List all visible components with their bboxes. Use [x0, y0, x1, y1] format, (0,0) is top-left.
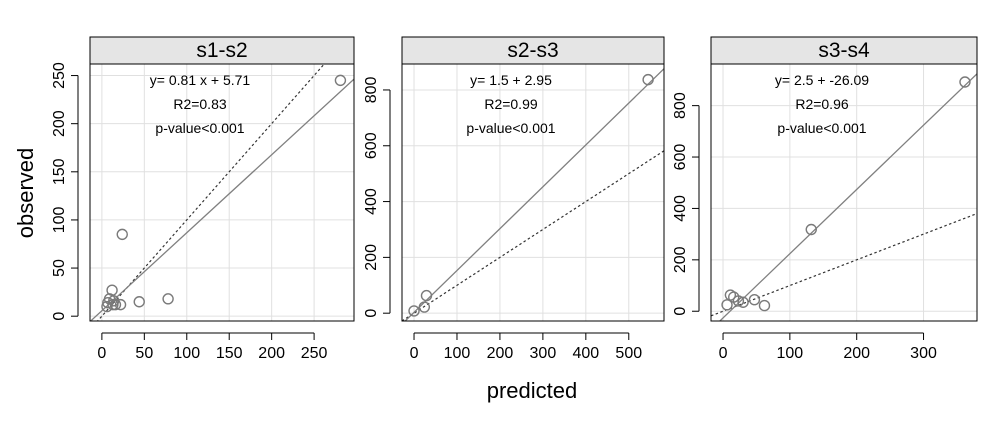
x-tick-label: 0 [97, 345, 106, 362]
fit-line [90, 78, 354, 321]
x-tick-label: 200 [258, 345, 285, 362]
panels-group: s1-s2 y= 0.81 x + 5.71 R2=0.83 p-value<0.00… [51, 36, 978, 362]
y-axis: 0 200 400 600 800 [672, 92, 700, 316]
data-point [420, 289, 433, 302]
y-tick-label: 800 [363, 77, 380, 104]
identity-line [96, 64, 326, 321]
x-tick-label: 150 [216, 345, 243, 362]
plot-frame [710, 63, 978, 322]
data-point [805, 223, 817, 236]
data-point [748, 293, 761, 306]
panel-2: s2-s3 y= 1.5 + 2.95 R2=0.99 p-value<0.001 0 1… [363, 36, 665, 362]
x-tick-label: 0 [719, 345, 728, 362]
x-tick-label: 100 [173, 345, 200, 362]
data-point [758, 299, 771, 312]
reference-lines [711, 73, 977, 321]
y-tick-label: 400 [672, 195, 689, 222]
data-point [114, 298, 127, 311]
x-tick-label: 400 [572, 345, 599, 362]
annotation-text: y= 1.5 + 2.95 [470, 72, 552, 88]
fit-line [718, 73, 977, 321]
y-axis-label: observed [13, 148, 38, 239]
fit-line [404, 68, 664, 321]
y-tick-label: 400 [363, 188, 380, 215]
grid-lines [711, 64, 977, 321]
y-tick-label: 600 [672, 144, 689, 171]
x-tick-label: 300 [910, 345, 937, 362]
panel-title-strip [401, 36, 665, 65]
annotation-text: p-value<0.001 [155, 120, 244, 136]
reference-lines [402, 68, 664, 321]
data-point [116, 228, 128, 241]
annotation-text: p-value<0.001 [466, 120, 555, 136]
y-tick-label: 50 [51, 259, 68, 277]
annotation-text: R2=0.83 [173, 96, 227, 112]
x-tick-label: 300 [530, 345, 557, 362]
data-points [408, 73, 654, 317]
annotation-text: R2=0.96 [795, 96, 849, 112]
data-point [162, 293, 174, 305]
x-tick-label: 200 [843, 345, 870, 362]
plot-frame [89, 63, 355, 322]
x-tick-label: 0 [410, 345, 419, 362]
x-tick-label: 50 [135, 345, 153, 362]
data-point [133, 296, 145, 308]
reference-lines [90, 64, 354, 321]
x-tick-label: 500 [615, 345, 642, 362]
data-point [408, 305, 420, 317]
y-tick-label: 250 [51, 62, 68, 89]
y-tick-label: 150 [51, 158, 68, 185]
y-tick-label: 200 [363, 244, 380, 271]
x-tick-label: 250 [301, 345, 328, 362]
data-point [642, 73, 654, 86]
x-axis: 0 100 200 300 [719, 332, 937, 362]
plot-frame [401, 63, 665, 322]
annotation-text: R2=0.99 [484, 96, 538, 112]
y-tick-label: 600 [363, 132, 380, 159]
panel-3: s3-s4 y= 2.5 + -26.09 R2=0.96 p-value<0.001… [672, 36, 978, 362]
x-axis: 0 100 200 300 400 500 [410, 332, 642, 362]
annotation-text: p-value<0.001 [777, 120, 866, 136]
data-points [101, 74, 347, 313]
y-tick-label: 200 [51, 110, 68, 137]
annotation-text: y= 0.81 x + 5.71 [150, 72, 251, 88]
panel-title-strip [89, 36, 355, 65]
data-points [721, 76, 971, 312]
y-tick-label: 0 [51, 312, 68, 321]
x-tick-label: 100 [777, 345, 804, 362]
data-point [737, 296, 749, 308]
y-tick-label: 100 [51, 206, 68, 233]
data-point [959, 76, 971, 88]
data-point [418, 301, 431, 313]
x-axis: 0 50 100 150 200 250 [97, 332, 328, 362]
panel-title: s1-s2 [196, 39, 247, 62]
panel-title: s3-s4 [818, 39, 870, 62]
y-axis: 0 50 100 150 200 250 [51, 62, 79, 321]
grid-lines [402, 64, 664, 321]
data-point [106, 284, 118, 296]
y-tick-label: 0 [363, 309, 380, 318]
panel-title: s2-s3 [507, 39, 558, 62]
data-point [109, 298, 122, 311]
annotation-text: y= 2.5 + -26.09 [775, 72, 869, 88]
data-point [721, 299, 733, 311]
data-point [732, 295, 745, 307]
panel-title-strip [710, 36, 978, 65]
panel-1: s1-s2 y= 0.81 x + 5.71 R2=0.83 p-value<0.00… [51, 36, 355, 362]
y-tick-label: 0 [672, 307, 689, 316]
identity-line [402, 150, 664, 321]
data-point [334, 74, 347, 87]
y-axis: 0 200 400 600 800 [363, 77, 391, 318]
y-tick-label: 800 [672, 92, 689, 119]
x-tick-label: 200 [487, 345, 514, 362]
x-tick-label: 100 [444, 345, 471, 362]
identity-line [711, 213, 977, 317]
grid-lines [90, 64, 354, 321]
y-tick-label: 200 [672, 246, 689, 273]
x-axis-label: predicted [487, 378, 578, 403]
